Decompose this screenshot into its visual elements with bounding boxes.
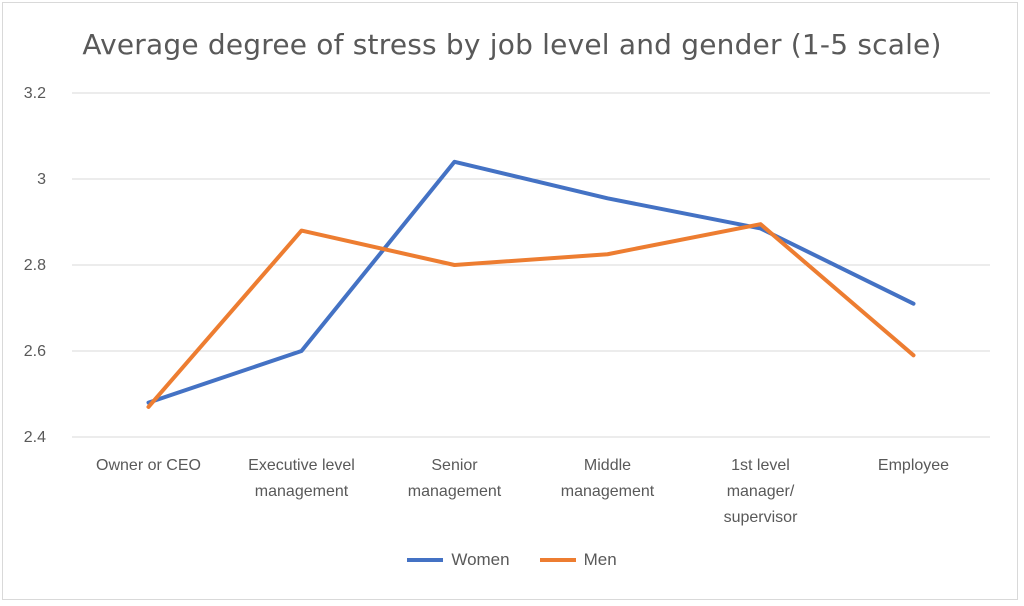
x-tick-label-1: Executive level management <box>248 457 355 500</box>
y-tick-label-1: 2.6 <box>24 343 46 360</box>
legend-item-women: Women <box>407 550 510 570</box>
chart-title: Average degree of stress by job level an… <box>82 28 942 61</box>
x-tick-label-5: Employee <box>878 457 949 474</box>
legend-swatch-women <box>407 558 444 562</box>
x-tick-label-3: Middle management <box>561 457 655 500</box>
series-line-women <box>146 159 916 405</box>
x-tick-label-0: Owner or CEO <box>96 457 201 474</box>
chart-legend: Women Men <box>0 550 1024 570</box>
legend-label-men: Men <box>583 550 617 569</box>
legend-label-women: Women <box>451 550 510 569</box>
x-tick-label-2: Senior management <box>408 457 502 500</box>
legend-item-men: Men <box>539 550 617 570</box>
y-tick-label-2: 2.8 <box>24 257 46 274</box>
series-line-men <box>146 222 916 409</box>
y-tick-label-3: 3 <box>37 171 46 188</box>
y-tick-label-0: 2.4 <box>24 429 46 446</box>
y-tick-label-4: 3.2 <box>24 85 46 102</box>
legend-swatch-men <box>539 558 576 562</box>
x-tick-label-4: 1st level manager/supervisor <box>724 457 798 526</box>
